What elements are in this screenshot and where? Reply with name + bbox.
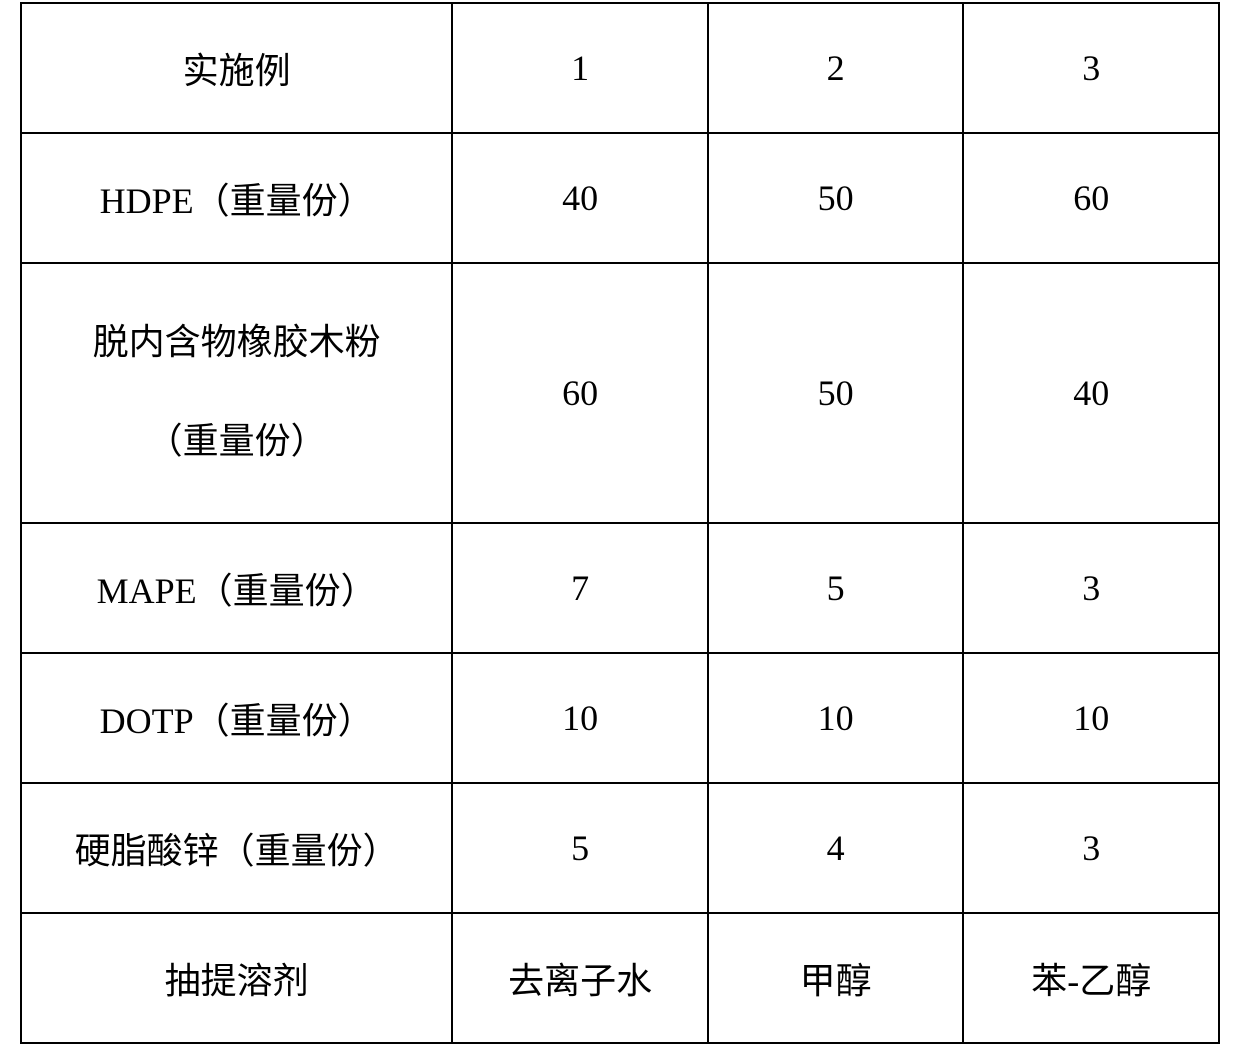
cell: 苯-乙醇 (963, 913, 1219, 1043)
table-row: 实施例 1 2 3 (21, 3, 1219, 133)
table-row: HDPE（重量份） 40 50 60 (21, 133, 1219, 263)
cell: 50 (708, 263, 964, 523)
table-container: 实施例 1 2 3 HDPE（重量份） 40 50 60 脱内含物橡胶木粉 （重… (0, 0, 1240, 1064)
cell: 3 (963, 783, 1219, 913)
cell: 3 (963, 523, 1219, 653)
cell: 50 (708, 133, 964, 263)
row-label: 抽提溶剂 (21, 913, 452, 1043)
cell: 10 (708, 653, 964, 783)
cell: 1 (452, 3, 708, 133)
table-row: DOTP（重量份） 10 10 10 (21, 653, 1219, 783)
table-row: 脱内含物橡胶木粉 （重量份） 60 50 40 (21, 263, 1219, 523)
data-table: 实施例 1 2 3 HDPE（重量份） 40 50 60 脱内含物橡胶木粉 （重… (20, 2, 1220, 1044)
cell: 4 (708, 783, 964, 913)
cell: 60 (452, 263, 708, 523)
row-label-line1: 脱内含物橡胶木粉 (22, 321, 451, 364)
row-label-multiline: 脱内含物橡胶木粉 （重量份） (21, 263, 452, 523)
table-row: 抽提溶剂 去离子水 甲醇 苯-乙醇 (21, 913, 1219, 1043)
table-row: 硬脂酸锌（重量份） 5 4 3 (21, 783, 1219, 913)
cell: 40 (452, 133, 708, 263)
row-label-line2: （重量份） (22, 420, 451, 463)
row-label: 硬脂酸锌（重量份） (21, 783, 452, 913)
row-label: DOTP（重量份） (21, 653, 452, 783)
row-label: HDPE（重量份） (21, 133, 452, 263)
cell: 5 (708, 523, 964, 653)
cell: 40 (963, 263, 1219, 523)
cell: 3 (963, 3, 1219, 133)
cell: 2 (708, 3, 964, 133)
row-label: MAPE（重量份） (21, 523, 452, 653)
row-label: 实施例 (21, 3, 452, 133)
cell: 10 (452, 653, 708, 783)
cell: 60 (963, 133, 1219, 263)
cell: 7 (452, 523, 708, 653)
cell: 甲醇 (708, 913, 964, 1043)
cell: 去离子水 (452, 913, 708, 1043)
cell: 5 (452, 783, 708, 913)
cell: 10 (963, 653, 1219, 783)
table-row: MAPE（重量份） 7 5 3 (21, 523, 1219, 653)
